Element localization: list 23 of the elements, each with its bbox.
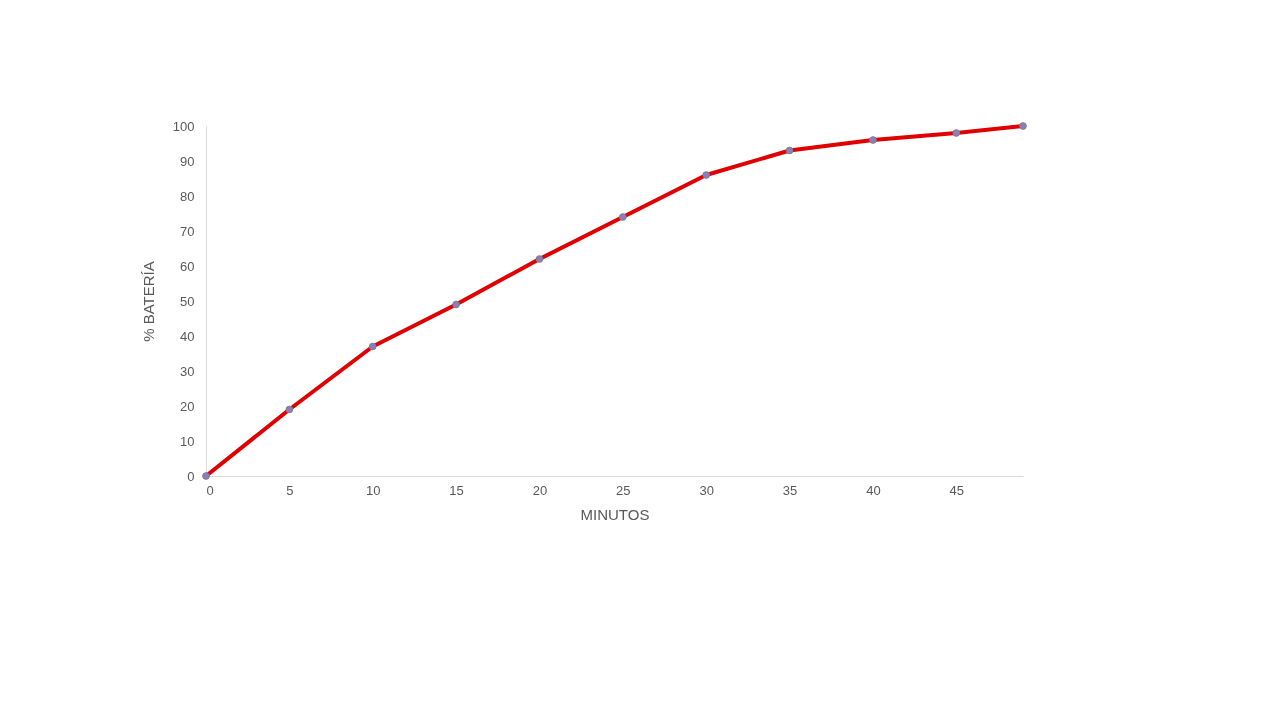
x-tick-label: 45 [949,482,965,498]
x-axis-title: MINUTOS [580,505,650,523]
y-tick-label: 90 [180,153,195,169]
y-tick-label: 30 [180,363,195,379]
y-tick-label: 20 [180,398,195,414]
y-tick-label: 40 [180,328,195,344]
y-tick-label: 10 [180,433,195,449]
y-tick-label: 60 [180,258,195,274]
x-tick-label: 15 [449,482,464,498]
x-tick-label: 10 [366,482,381,498]
x-tick-label: 25 [616,482,631,498]
y-tick-label: 0 [187,468,195,484]
x-tick-label: 40 [866,482,881,498]
y-tick-label: 100 [172,118,195,134]
x-tick-label: 0 [206,482,214,498]
x-tick-label: 35 [782,482,798,498]
y-axis-title: % BATERÍA [139,261,157,342]
y-tick-label: 80 [180,188,195,204]
y-tick-label: 70 [180,223,195,239]
x-tick-label: 30 [699,482,714,498]
x-tick-label: 20 [532,482,548,498]
x-tick-label: 5 [286,482,294,498]
y-tick-label: 50 [180,293,195,309]
